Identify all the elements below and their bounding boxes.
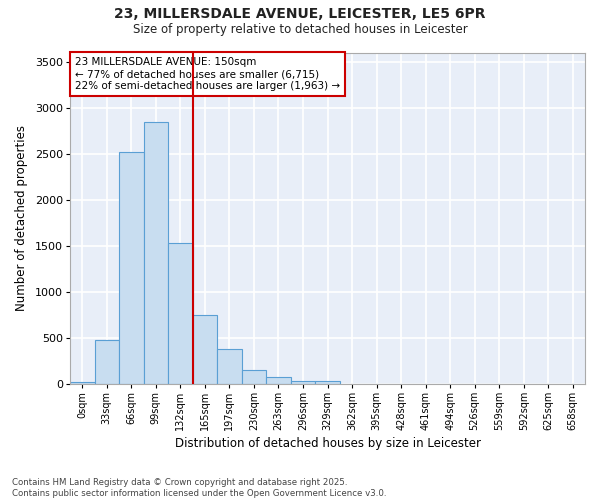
Text: Contains HM Land Registry data © Crown copyright and database right 2025.
Contai: Contains HM Land Registry data © Crown c… (12, 478, 386, 498)
Bar (315, 380, 340, 384)
Text: Size of property relative to detached houses in Leicester: Size of property relative to detached ho… (133, 22, 467, 36)
Bar (119, 152, 143, 384)
X-axis label: Distribution of detached houses by size in Leicester: Distribution of detached houses by size … (175, 437, 481, 450)
Bar (193, 314, 217, 384)
Bar (168, 243, 193, 384)
Bar (95, 340, 119, 384)
Bar (242, 370, 266, 384)
Y-axis label: Number of detached properties: Number of detached properties (15, 125, 28, 311)
Bar (217, 349, 242, 384)
Bar (70, 382, 95, 384)
Bar (143, 122, 168, 384)
Bar (266, 378, 291, 384)
Bar (291, 380, 315, 384)
Text: 23, MILLERSDALE AVENUE, LEICESTER, LE5 6PR: 23, MILLERSDALE AVENUE, LEICESTER, LE5 6… (114, 8, 486, 22)
Text: 23 MILLERSDALE AVENUE: 150sqm
← 77% of detached houses are smaller (6,715)
22% o: 23 MILLERSDALE AVENUE: 150sqm ← 77% of d… (75, 58, 340, 90)
